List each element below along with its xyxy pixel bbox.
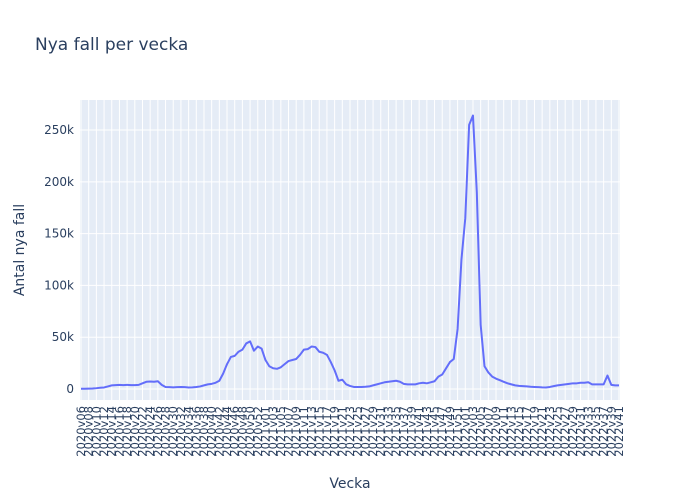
x-tick-label: 2021v37 [397, 406, 411, 457]
x-tick-label: 2020v18 [120, 406, 134, 457]
x-tick-label: 2020v16 [112, 406, 126, 457]
x-tick-label: 2021v27 [358, 406, 372, 457]
x-tick-label: 2021v45 [428, 406, 442, 457]
x-tick-label: 2021v25 [351, 406, 365, 457]
x-tick-label: 2020v42 [212, 406, 226, 457]
x-tick-label: 2020v32 [174, 406, 188, 457]
x-tick-label: 2021v31 [374, 406, 388, 457]
x-tick-label: 2020v40 [205, 406, 219, 457]
x-tick-label: 2020v48 [235, 406, 249, 457]
x-tick-label: 2021v03 [266, 406, 280, 457]
x-tick-label: 2020v46 [228, 406, 242, 457]
x-tick-label: 2020v06 [74, 406, 88, 457]
x-axis-title: Vecka [329, 476, 370, 492]
x-tick-label: 2022v39 [604, 406, 618, 457]
x-tick-label: 2022v05 [474, 406, 488, 457]
x-tick-label: 2022v03 [466, 406, 480, 457]
x-tick-label: 2020v10 [89, 406, 103, 457]
y-tick-label: 250k [44, 123, 74, 137]
x-tick-label: 2021v43 [420, 406, 434, 457]
y-tick-label: 200k [44, 175, 74, 189]
x-tick-label: 2022v25 [551, 406, 565, 457]
labels: 050k100k150k200k250k2020v062020v082020v1… [44, 123, 626, 457]
x-tick-label: 2021v15 [312, 406, 326, 457]
x-tick-label: 2022v21 [535, 406, 549, 457]
x-tick-label: 2022v35 [589, 406, 603, 457]
x-tick-label: 2022v17 [520, 406, 534, 457]
x-tick-label: 2020v20 [128, 406, 142, 457]
x-tick-label: 2022v23 [543, 406, 557, 457]
x-tick-label: 2020v12 [97, 406, 111, 457]
x-tick-label: 2021v07 [282, 406, 296, 457]
x-tick-label: 2021v33 [381, 406, 395, 457]
y-tick-label: 0 [66, 382, 74, 396]
x-tick-label: 2020v28 [159, 406, 173, 457]
x-tick-label: 2021v11 [297, 406, 311, 457]
x-tick-label: 2022v13 [504, 406, 518, 457]
x-tick-label: 2021v19 [328, 406, 342, 457]
x-tick-label: 2022v37 [597, 406, 611, 457]
x-tick-label: 2020v44 [220, 406, 234, 457]
x-tick-label: 2022v29 [566, 406, 580, 457]
x-tick-label: 2022v09 [489, 406, 503, 457]
x-tick-label: 2021v05 [274, 406, 288, 457]
x-tick-label: 2021v51 [451, 406, 465, 457]
x-tick-label: 2020v34 [182, 406, 196, 457]
x-tick-label: 2021v21 [335, 406, 349, 457]
x-tick-label: 2021v17 [320, 406, 334, 457]
x-tick-label: 2021v49 [443, 406, 457, 457]
x-tick-label: 2020v36 [189, 406, 203, 457]
x-tick-label: 2021v01 [258, 406, 272, 457]
x-tick-label: 2022v33 [581, 406, 595, 457]
x-tick-label: 2022v01 [458, 406, 472, 457]
x-tick-label: 2020v26 [151, 406, 165, 457]
x-tick-label: 2021v41 [412, 406, 426, 457]
x-tick-label: 2022v11 [497, 406, 511, 457]
x-tick-label: 2021v29 [366, 406, 380, 457]
x-tick-label: 2020v52 [251, 406, 265, 457]
x-tick-label: 2021v39 [404, 406, 418, 457]
y-tick-label: 50k [52, 330, 74, 344]
y-axis-title: Antal nya fall [12, 204, 28, 296]
x-tick-label: 2020v22 [135, 406, 149, 457]
y-tick-label: 100k [44, 278, 74, 292]
y-tick-label: 150k [44, 227, 74, 241]
x-tick-label: 2021v35 [389, 406, 403, 457]
x-tick-label: 2022v31 [574, 406, 588, 457]
x-tick-label: 2020v24 [143, 406, 157, 457]
x-tick-label: 2022v07 [481, 406, 495, 457]
marks [80, 114, 619, 390]
x-tick-label: 2020v38 [197, 406, 211, 457]
x-tick-label: 2020v50 [243, 406, 257, 457]
chart-title: Nya fall per vecka [35, 35, 188, 55]
x-tick-label: 2022v15 [512, 406, 526, 457]
x-tick-label: 2022v41 [612, 406, 626, 457]
x-tick-label: 2021v13 [305, 406, 319, 457]
x-tick-label: 2022v19 [527, 406, 541, 457]
x-tick-label: 2022v27 [558, 406, 572, 457]
x-tick-label: 2020v08 [82, 406, 96, 457]
x-tick-label: 2020v30 [166, 406, 180, 457]
x-tick-label: 2021v09 [289, 406, 303, 457]
data-line [80, 114, 619, 390]
x-tick-label: 2021v23 [343, 406, 357, 457]
x-tick-label: 2021v47 [435, 406, 449, 457]
x-tick-label: 2020v14 [105, 406, 119, 457]
